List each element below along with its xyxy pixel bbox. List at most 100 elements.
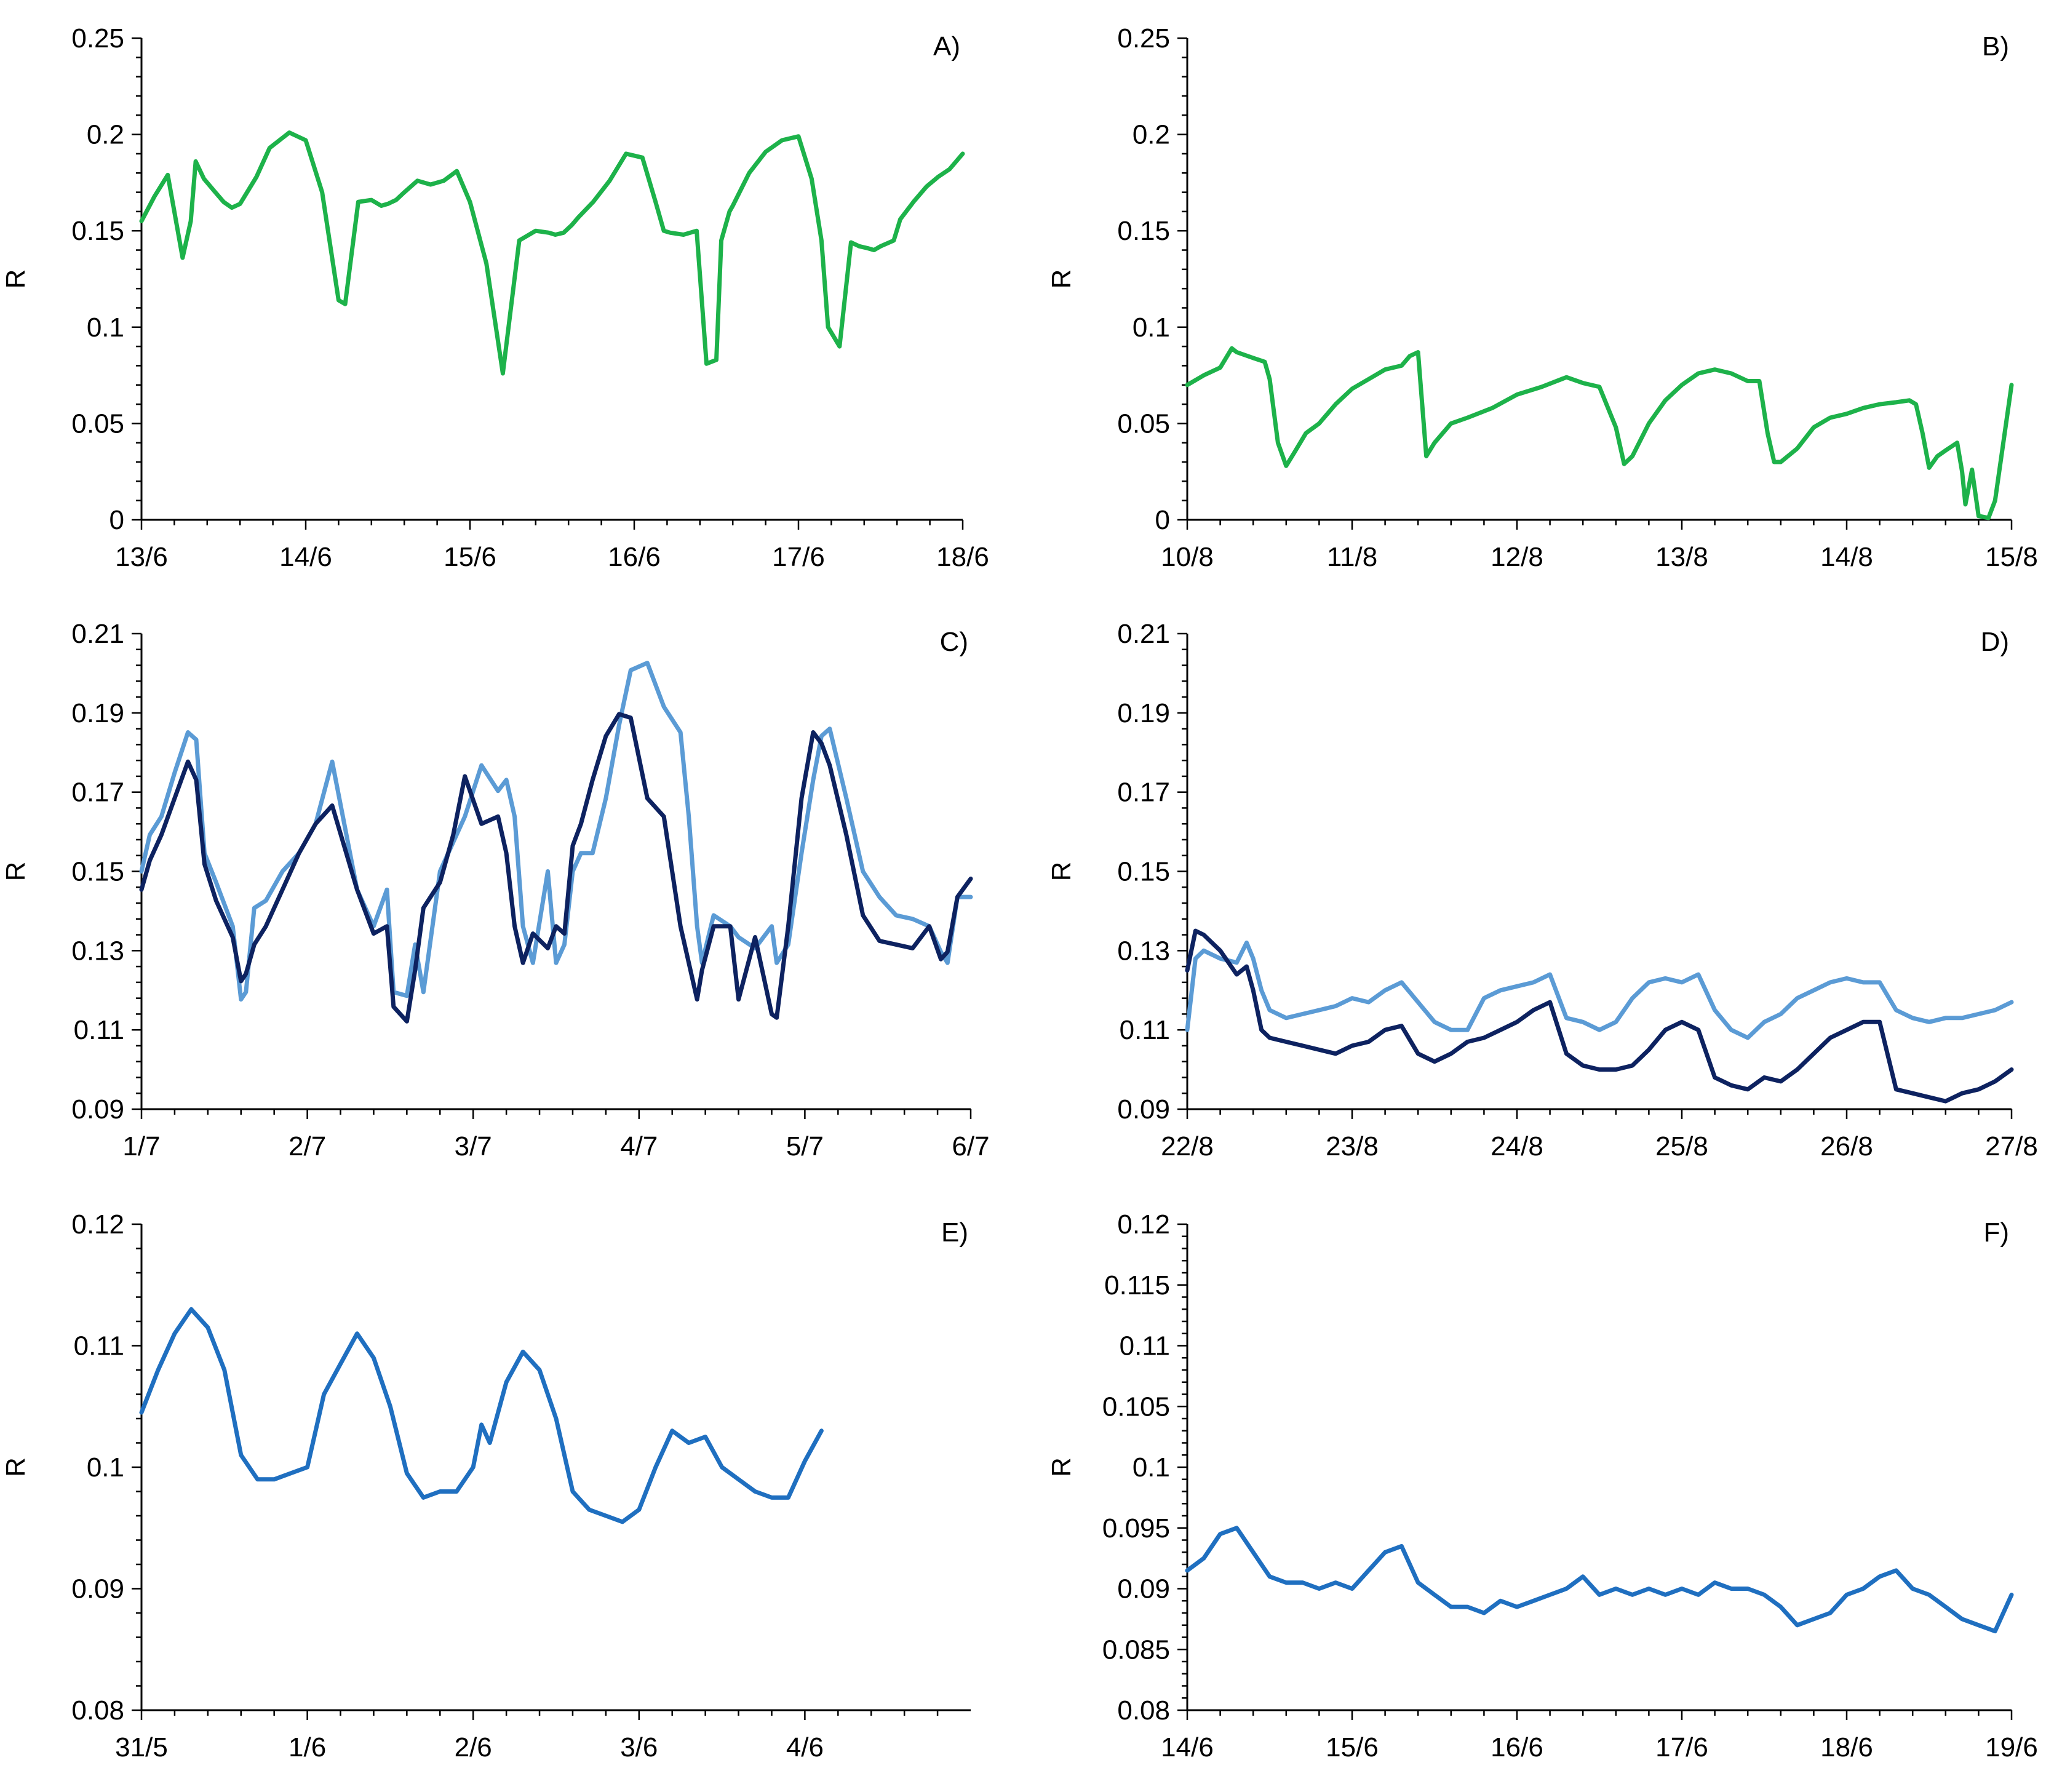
y-axis-label: R [1,269,31,289]
panel-f: 0.08 0.085 0.09 0.095 0.1 0.105 0.11 0.115 0.12 1… [1046,1209,2038,1762]
panel-label: F) [1983,1217,2009,1248]
y-axis-label: R [1046,269,1077,289]
x-tick-label: 5/7 [786,1131,824,1161]
x-tick-label: 15/6 [444,542,496,572]
y-tick-label: 0 [1155,505,1170,535]
y-tick-label: 0.25 [71,23,124,54]
y-tick-label: 0.1 [1132,313,1170,343]
x-tick-label: 2/6 [455,1732,492,1762]
series-line-series-light [139,661,973,1002]
y-tick-label: 0.21 [71,619,124,649]
panel-label: B) [1982,31,2009,62]
series-line-series-dark [1185,928,2014,1104]
series-line-r [139,1307,824,1524]
y-tick-label: 0.08 [71,1695,124,1726]
y-tick-label: 0.09 [71,1574,124,1604]
x-tick-label: 14/8 [1820,542,1873,572]
y-tick-label: 0.15 [71,216,124,246]
x-tick-label: 25/8 [1655,1131,1708,1161]
x-tick-label: 13/6 [115,542,168,572]
y-tick-label: 0.11 [74,1331,124,1361]
x-tick-label: 17/6 [1655,1732,1708,1762]
y-tick-label: 0.09 [1117,1574,1170,1604]
y-axis-label: R [1,1457,31,1477]
x-tick-label: 31/5 [115,1732,168,1762]
y-tick-label: 0.15 [1117,216,1170,246]
y-tick-label: 0.08 [1117,1695,1170,1726]
y-tick-label: 0.17 [1117,778,1170,808]
y-axis-label: R [1046,862,1077,882]
series-line-r [139,130,965,376]
y-tick-label: 0.085 [1102,1635,1170,1665]
panel-b: 0 0.05 0.1 0.15 0.2 0.25 10/8 11/8 12/8 13/8 14/8 1… [1046,23,2038,572]
x-tick-label: 10/8 [1161,542,1214,572]
y-axis-label: R [1,862,31,882]
y-tick-label: 0.25 [1117,23,1170,54]
panel-e: 0.08 0.09 0.1 0.11 0.12 31/5 1/6 2/6 3/6 4/6 R E) [1,1209,971,1762]
x-tick-label: 3/6 [620,1732,658,1762]
y-tick-label: 0.05 [1117,408,1170,439]
x-tick-label: 14/6 [1161,1732,1214,1762]
x-tick-label: 15/6 [1326,1732,1379,1762]
x-tick-label: 16/6 [1491,1732,1543,1762]
y-tick-label: 0.05 [71,408,124,439]
x-tick-label: 14/6 [279,542,332,572]
x-tick-label: 11/8 [1327,542,1377,572]
x-tick-label: 2/7 [289,1131,326,1161]
y-tick-label: 0.13 [1117,936,1170,966]
y-tick-label: 0.11 [1120,1331,1170,1361]
x-tick-label: 24/8 [1491,1131,1543,1161]
y-tick-label: 0.12 [1117,1209,1170,1240]
x-tick-label: 12/8 [1491,542,1543,572]
x-tick-label: 18/6 [1820,1732,1873,1762]
x-tick-label: 13/8 [1655,542,1708,572]
x-tick-label: 26/8 [1820,1131,1873,1161]
x-tick-label: 23/8 [1326,1131,1379,1161]
y-tick-label: 0.11 [1120,1015,1170,1045]
y-tick-label: 0.095 [1102,1513,1170,1543]
y-tick-label: 0.12 [71,1209,124,1240]
x-tick-label: 19/6 [1985,1732,2038,1762]
y-tick-label: 0.13 [71,936,124,966]
y-tick-label: 0.15 [71,857,124,887]
x-tick-label: 15/8 [1985,542,2038,572]
y-tick-label: 0.11 [74,1015,124,1045]
y-tick-label: 0.15 [1117,857,1170,887]
y-tick-label: 0.2 [87,120,124,150]
y-tick-label: 0.09 [1117,1094,1170,1125]
x-tick-label: 6/7 [952,1131,989,1161]
y-tick-label: 0.09 [71,1094,124,1125]
x-tick-label: 27/8 [1985,1131,2038,1161]
y-tick-label: 0.105 [1102,1392,1170,1422]
series-line-series-dark [139,712,973,1024]
panel-label: C) [940,627,968,657]
series-line-series-light [1185,940,2014,1040]
x-tick-label: 1/6 [289,1732,326,1762]
y-tick-label: 0.19 [1117,698,1170,728]
x-tick-label: 1/7 [122,1131,160,1161]
panel-label: D) [1981,627,2009,657]
panel-label: A) [933,31,960,62]
y-tick-label: 0.1 [87,313,124,343]
y-tick-label: 0.19 [71,698,124,728]
y-axis-label: R [1046,1457,1077,1477]
y-tick-label: 0.17 [71,778,124,808]
y-tick-label: 0.1 [1132,1452,1170,1483]
panel-a: 0 0.05 0.1 0.15 0.2 0.25 13/6 14/6 15/6 16/6 17/6 1… [1,23,989,572]
y-tick-label: 0.1 [87,1452,124,1483]
y-tick-label: 0.115 [1104,1270,1170,1300]
x-tick-label: 16/6 [608,542,661,572]
x-tick-label: 22/8 [1161,1131,1214,1161]
x-tick-label: 3/7 [455,1131,492,1161]
x-tick-label: 18/6 [936,542,989,572]
x-tick-label: 17/6 [772,542,825,572]
panel-c: 0.09 0.11 0.13 0.15 0.17 0.19 0.21 1/7 2/7 3/7 4/7… [1,619,990,1161]
y-tick-label: 0 [109,505,124,535]
x-tick-label: 4/7 [620,1131,658,1161]
series-line-r [1185,346,2014,520]
y-tick-label: 0.2 [1132,120,1170,150]
y-tick-label: 0.21 [1117,619,1170,649]
x-tick-label: 4/6 [786,1732,824,1762]
panel-d: 0.09 0.11 0.13 0.15 0.17 0.19 0.21 22/8 23/8 24/8… [1046,619,2038,1161]
